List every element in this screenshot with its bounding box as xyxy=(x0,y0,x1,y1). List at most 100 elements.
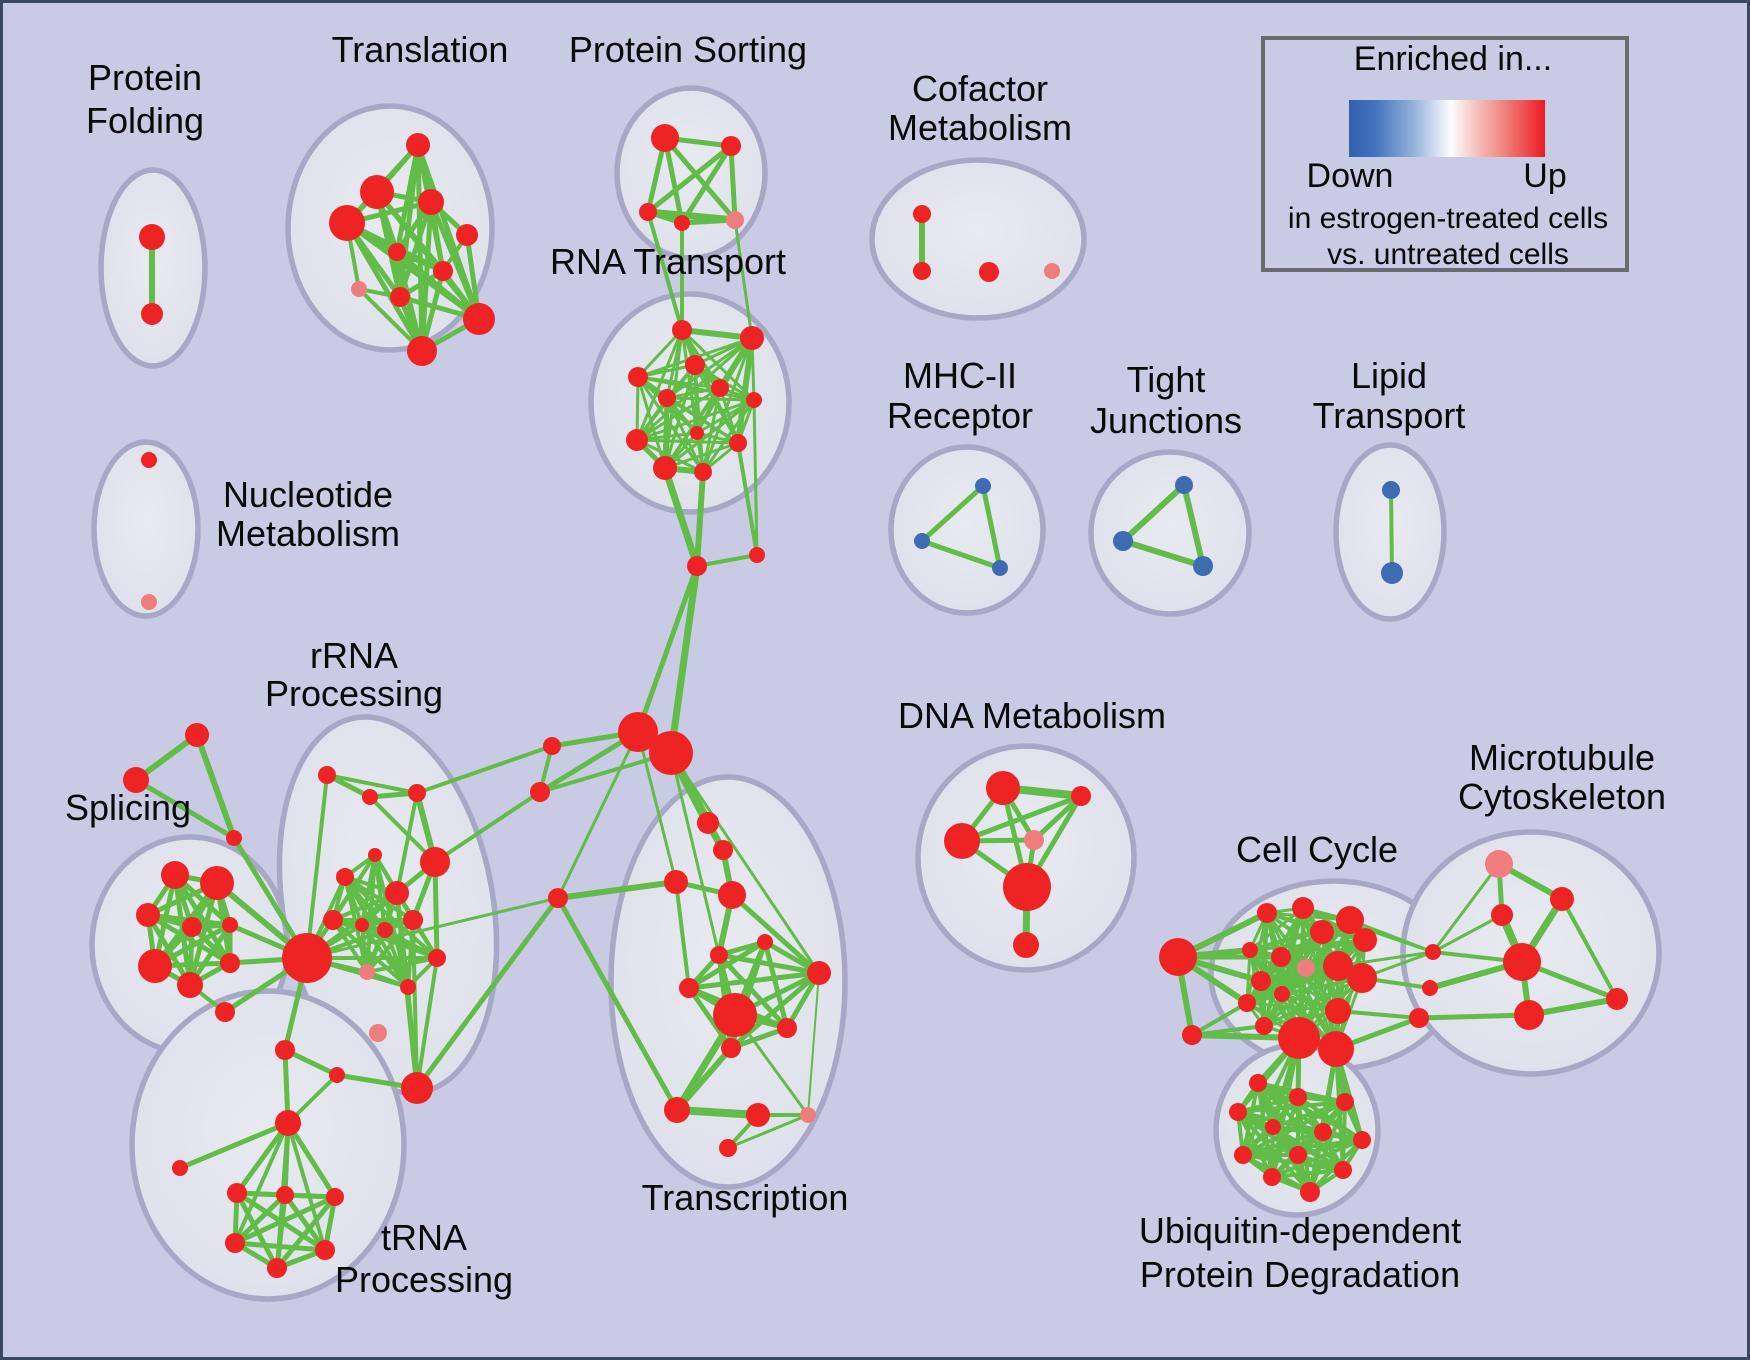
network-edge xyxy=(555,895,680,1113)
gene-set-node-sp7 xyxy=(220,953,240,973)
gene-set-node-t5 xyxy=(388,243,406,261)
gene-set-node-nm1 xyxy=(141,594,157,610)
network-edge xyxy=(305,773,329,960)
network-edge xyxy=(1031,793,1084,843)
cluster-label-microtubule-cytoskeleton-line2: Cytoskeleton xyxy=(1458,776,1666,817)
network-edge xyxy=(1190,1001,1249,1037)
gene-set-node-cc14 xyxy=(1255,1017,1273,1035)
cluster-label-cofactor-metabolism-line1: Cofactor xyxy=(912,68,1048,109)
network-edge xyxy=(1279,955,1340,1013)
network-edge xyxy=(1279,938,1367,959)
network-edge xyxy=(556,730,640,900)
network-edge xyxy=(1389,488,1394,575)
gene-set-node-ps3 xyxy=(674,215,690,231)
network-edge xyxy=(1560,897,1619,1001)
network-edge xyxy=(736,441,759,557)
gene-set-node-rr3 xyxy=(368,848,382,862)
network-edge xyxy=(919,483,986,544)
gene-set-node-rr4 xyxy=(336,868,354,886)
gene-set-node-r0 xyxy=(672,320,692,340)
gene-set-node-cc0 xyxy=(1257,903,1277,923)
gene-set-node-ccB2 xyxy=(1318,1031,1354,1067)
network-edge xyxy=(667,562,701,757)
network-edge xyxy=(669,751,821,975)
gene-set-node-cc6 xyxy=(1271,947,1291,967)
gene-set-node-tc4 xyxy=(777,1018,797,1038)
network-edge xyxy=(680,328,756,402)
network-edge xyxy=(274,1194,338,1271)
network-edge xyxy=(716,952,790,1031)
network-edge xyxy=(1270,1036,1301,1179)
network-edge xyxy=(232,1194,338,1246)
cluster-label-microtubule-cytoskeleton-line1: Microtubule xyxy=(1469,737,1655,778)
cluster-label-rrna-processing-line2: Processing xyxy=(265,673,443,714)
gene-set-node-tn xyxy=(215,1002,235,1022)
gene-set-node-tcB xyxy=(713,993,757,1037)
cluster-ellipse-mhc-ii-receptor xyxy=(888,444,1046,616)
gene-set-node-mtL0 xyxy=(1425,944,1441,960)
gene-set-node-tj2 xyxy=(1193,556,1213,576)
network-edge xyxy=(1308,1047,1338,1194)
network-edge xyxy=(331,918,369,974)
network-edge xyxy=(555,879,679,901)
network-edge xyxy=(432,859,440,961)
gene-set-node-r11 xyxy=(694,463,712,481)
gene-set-node-ub10 xyxy=(1334,1161,1352,1179)
gene-set-node-L1 xyxy=(548,888,568,908)
gene-set-node-t1 xyxy=(360,175,394,209)
legend-box xyxy=(1261,36,1629,272)
gene-set-node-th3 xyxy=(225,1233,245,1253)
network-edge xyxy=(645,143,734,215)
cluster-label-splicing-line1: Splicing xyxy=(65,787,191,828)
gene-set-node-mt0 xyxy=(1491,904,1513,926)
network-edge xyxy=(674,880,691,990)
network-edge xyxy=(344,220,425,354)
gene-set-node-sp6 xyxy=(177,972,203,998)
gene-set-node-d1 xyxy=(713,840,733,860)
network-edge xyxy=(433,790,542,864)
gene-set-node-cc4 xyxy=(1353,928,1377,952)
gene-set-node-tm xyxy=(275,1110,301,1136)
network-edge xyxy=(1248,938,1367,952)
network-edge xyxy=(729,892,822,976)
gene-set-node-tc2 xyxy=(807,961,831,985)
gene-set-node-lt0 xyxy=(1382,481,1400,499)
network-edge xyxy=(406,985,419,1090)
network-edge xyxy=(145,912,233,966)
gene-set-node-dn1 xyxy=(944,823,980,859)
gene-set-node-dn0 xyxy=(986,771,1020,805)
network-edge xyxy=(662,135,738,223)
gene-set-node-r7 xyxy=(626,429,648,451)
network-edge xyxy=(331,918,410,989)
network-edge xyxy=(305,896,560,960)
gene-set-node-mid1 xyxy=(687,556,707,576)
gene-set-node-ub7 xyxy=(1234,1146,1252,1164)
legend: Enriched in... Down Up in estrogen-treated … xyxy=(1261,36,1629,272)
network-edge xyxy=(726,1113,810,1150)
network-edge xyxy=(1181,482,1206,569)
gene-set-node-r2 xyxy=(685,355,705,375)
gene-set-node-r4 xyxy=(658,389,676,407)
network-edge xyxy=(1190,1024,1266,1037)
gene-set-node-cc11 xyxy=(1274,986,1290,1002)
cluster-label-trna-processing-line2: Processing xyxy=(335,1259,513,1300)
network-edge xyxy=(663,398,756,470)
network-edge xyxy=(415,956,439,1090)
gene-set-node-mt2 xyxy=(1514,1000,1544,1030)
network-edge xyxy=(635,563,700,735)
network-edge xyxy=(663,441,740,470)
gene-set-node-rr2 xyxy=(408,784,426,802)
gene-set-node-cc8 xyxy=(1323,951,1353,981)
gene-set-node-sp5 xyxy=(138,949,172,983)
network-edge xyxy=(1270,1168,1345,1179)
gene-set-node-mtL2 xyxy=(1409,1008,1429,1028)
network-edge xyxy=(701,398,756,474)
network-edge xyxy=(1245,1001,1340,1013)
gene-set-node-tri2 xyxy=(226,830,242,846)
network-edge xyxy=(1120,482,1187,544)
gene-set-node-sp4 xyxy=(222,917,238,933)
gene-set-node-tj0 xyxy=(1175,476,1193,494)
